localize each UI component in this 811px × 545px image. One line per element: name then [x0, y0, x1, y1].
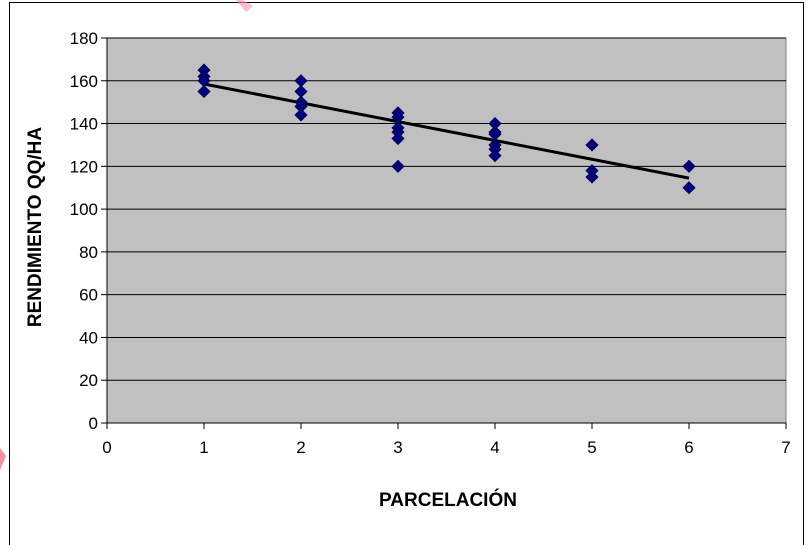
- data-point: [682, 159, 696, 173]
- y-axis-title: RENDIMIENTO QQ/HA: [25, 127, 46, 327]
- trendline-group: [203, 82, 690, 180]
- y-tick-label: 60: [79, 286, 98, 305]
- x-tick-label: 2: [296, 438, 305, 457]
- axes: [101, 37, 787, 429]
- plot-area: [106, 37, 787, 424]
- data-points: [197, 63, 696, 195]
- data-point: [197, 84, 211, 99]
- data-point: [585, 138, 599, 152]
- x-tick-label: 4: [490, 438, 499, 457]
- tick-labels: 0 20 40 60 80 100 120 140 160 180 0 1 2 3 4 5 6 7: [70, 29, 791, 457]
- x-axis-title: PARCELACIÓN: [379, 489, 517, 511]
- data-point: [488, 149, 502, 163]
- data-point: [391, 131, 405, 146]
- data-point: [294, 108, 308, 122]
- y-tick-label: 160: [70, 72, 98, 91]
- y-tick-label: 20: [79, 371, 98, 390]
- x-tick-label: 3: [393, 438, 402, 457]
- data-point: [585, 170, 599, 184]
- trendline: [203, 82, 690, 180]
- x-tick-label: 5: [587, 438, 596, 457]
- x-tick-label: 0: [102, 438, 111, 457]
- grid-lines: [107, 37, 786, 381]
- y-tick-label: 180: [70, 29, 98, 48]
- y-tick-label: 80: [79, 243, 98, 262]
- x-tick-label: 1: [199, 438, 208, 457]
- x-tick-label: 6: [684, 438, 693, 457]
- y-tick-label: 0: [89, 414, 98, 433]
- x-tick-label: 7: [781, 438, 790, 457]
- y-tick-label: 140: [70, 115, 98, 134]
- y-tick-label: 40: [79, 328, 98, 347]
- y-tick-label: 100: [70, 200, 98, 219]
- y-tick-label: 120: [70, 157, 98, 176]
- data-point: [391, 159, 405, 173]
- data-point: [682, 181, 696, 195]
